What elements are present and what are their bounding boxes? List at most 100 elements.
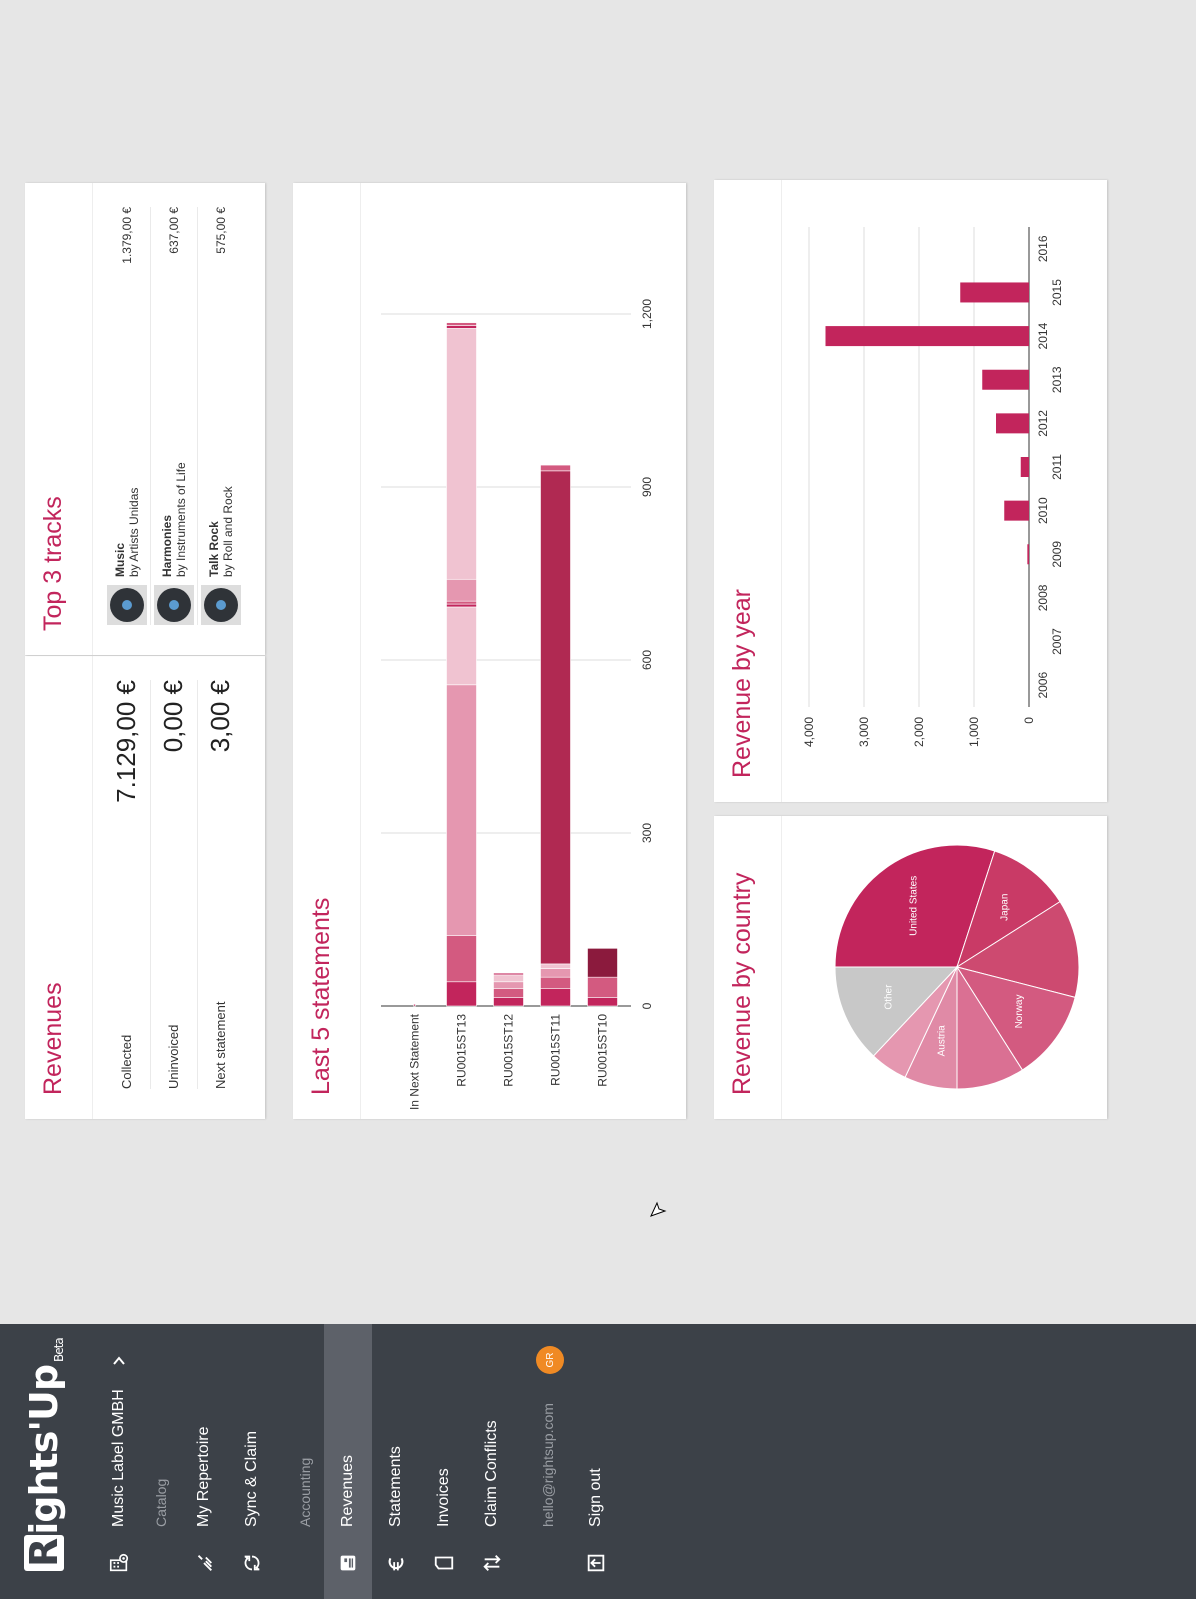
year-bar[interactable] xyxy=(996,413,1029,434)
revenue-row-uninvoiced: Uninvoiced 0,00 € xyxy=(150,680,198,1089)
year-bar[interactable] xyxy=(1004,500,1029,521)
bar-segment[interactable] xyxy=(493,972,524,976)
revenues-icon xyxy=(337,1527,359,1599)
sidebar-item-statements[interactable]: Statements xyxy=(372,1324,420,1599)
track-artist: by Roll and Rock xyxy=(220,486,235,577)
y-tick-label: 4,000 xyxy=(802,717,816,747)
pie-slice[interactable] xyxy=(956,850,1061,969)
bar-segment[interactable] xyxy=(493,974,524,983)
cursor-icon xyxy=(650,1201,667,1217)
track-amount: 1.379,00 € xyxy=(119,207,134,264)
bar-segment[interactable] xyxy=(540,976,571,989)
year-title: Revenue by year xyxy=(714,180,782,802)
sign-out-label: Sign out xyxy=(587,1468,604,1527)
bar-segment[interactable] xyxy=(446,935,477,983)
year-bar[interactable] xyxy=(1020,457,1029,477)
sidebar-item-label: Invoices xyxy=(435,1468,452,1527)
sidebar-item-label: Sync & Claim xyxy=(243,1430,260,1527)
pie-slice[interactable] xyxy=(955,900,1080,998)
pie-label: Japan xyxy=(999,894,1010,921)
track-artist: by Instruments of Life xyxy=(173,462,188,577)
vinyl-record-icon xyxy=(200,585,241,625)
section-accounting: Accounting xyxy=(297,1457,313,1527)
y-tick-label: 3,000 xyxy=(857,717,871,747)
bar-segment[interactable] xyxy=(587,976,618,998)
year-bar[interactable] xyxy=(1027,544,1030,565)
bar-segment[interactable] xyxy=(587,997,618,1007)
sidebar-item-my-repertoire[interactable]: My Repertoire xyxy=(180,1324,228,1599)
last-statements-title: Last 5 statements xyxy=(293,183,361,1119)
year-bar[interactable] xyxy=(960,282,1029,303)
bar-segment[interactable] xyxy=(540,988,571,1007)
track-amount: 575,00 € xyxy=(213,207,228,254)
bar-segment[interactable] xyxy=(493,988,524,998)
bar-segment[interactable] xyxy=(446,684,477,936)
rightsup-logo[interactable]: Rights'UpBeta xyxy=(22,1338,66,1571)
bar-segment[interactable] xyxy=(446,325,477,329)
bar-segment[interactable] xyxy=(540,968,571,978)
x-tick-label: 2009 xyxy=(1050,541,1064,568)
sign-out-button[interactable]: Sign out xyxy=(572,1324,620,1599)
pie-slice[interactable] xyxy=(834,966,959,1057)
revenues-title: Revenues xyxy=(25,656,93,1119)
track-row[interactable]: Harmonies by Instruments of Life 637,00 € xyxy=(150,207,198,625)
revenue-row-next-statement: Next statement 3,00 € xyxy=(197,680,244,1089)
sidebar-item-revenues[interactable]: Revenues xyxy=(324,1324,372,1599)
bar-segment[interactable] xyxy=(446,981,477,1007)
x-tick-label: 900 xyxy=(640,477,654,497)
sync-icon xyxy=(241,1527,263,1599)
bar-segment[interactable] xyxy=(446,322,477,326)
y-tick-label: 2,000 xyxy=(912,717,926,747)
year-card: Revenue by year 0 1,000 2,000 3,000 4,000 200… xyxy=(714,180,1107,802)
year-bar[interactable] xyxy=(825,326,1030,347)
section-catalog: Catalog xyxy=(153,1478,169,1527)
bar-segment[interactable] xyxy=(446,328,477,580)
year-bar-chart: 0 1,000 2,000 3,000 4,000 2006 2007 2008 2009 201… xyxy=(802,227,1064,747)
bar-segment[interactable] xyxy=(446,600,477,605)
x-tick-label: 2008 xyxy=(1036,584,1050,611)
revenue-label: Next statement xyxy=(213,1001,228,1089)
bar-segment[interactable] xyxy=(446,603,477,608)
bar-segment[interactable] xyxy=(540,963,571,969)
chevron-right-icon[interactable] xyxy=(95,1354,143,1368)
year-bar[interactable] xyxy=(982,369,1029,390)
track-name: Music xyxy=(112,542,127,577)
last-statements-card: Last 5 statements 0 300 600 900 1,200 In Next… xyxy=(293,183,686,1119)
country-card: Revenue by country United States Japan Nor… xyxy=(714,816,1107,1119)
track-row[interactable]: Talk Rock by Roll and Rock 575,00 € xyxy=(197,207,244,625)
pie-label: Austria xyxy=(936,1025,947,1057)
y-tick-label: 1,000 xyxy=(967,717,981,747)
sidebar: Rights'UpBeta Music Label GMBH Catalog M… xyxy=(0,1324,1196,1599)
avatar[interactable]: GR xyxy=(536,1346,564,1374)
bar-segment[interactable] xyxy=(413,1003,416,1007)
sidebar-item-invoices[interactable]: Invoices xyxy=(420,1324,468,1599)
pie-slice[interactable] xyxy=(955,966,1076,1071)
bar-segment[interactable] xyxy=(587,948,618,978)
sidebar-item-label: Revenues xyxy=(339,1454,356,1527)
bar-segment[interactable] xyxy=(493,981,524,989)
x-tick-label: 300 xyxy=(640,823,654,843)
track-amount: 637,00 € xyxy=(166,207,181,254)
org-switcher[interactable]: Music Label GMBH xyxy=(95,1324,143,1599)
statements-chart: 0 300 600 900 1,200 In Next Statement RU0015ST… xyxy=(381,299,654,1110)
pie-label: United States xyxy=(909,876,920,936)
sidebar-item-label: Claim Conflicts xyxy=(483,1420,500,1527)
bar-segment[interactable] xyxy=(446,606,477,686)
category-label: RU0015ST13 xyxy=(455,1014,469,1087)
bar-segment[interactable] xyxy=(493,997,524,1007)
x-tick-label: 2011 xyxy=(1050,454,1064,480)
bar-segment[interactable] xyxy=(540,464,571,472)
category-label: RU0015ST12 xyxy=(502,1014,516,1087)
sidebar-item-claim-conflicts[interactable]: Claim Conflicts xyxy=(468,1324,516,1599)
track-row[interactable]: Music by Artists Unidas 1.379,00 € xyxy=(103,207,151,625)
sidebar-item-sync-claim[interactable]: Sync & Claim xyxy=(228,1324,276,1599)
beta-badge: Beta xyxy=(52,1338,66,1362)
category-label: RU0015ST11 xyxy=(549,1014,563,1086)
revenue-row-collected: Collected 7.129,00 € xyxy=(103,680,151,1089)
sidebar-item-label: Statements xyxy=(387,1446,404,1527)
pie-slice[interactable] xyxy=(834,844,996,968)
bar-segment[interactable] xyxy=(540,470,571,965)
bar-segment[interactable] xyxy=(446,578,477,602)
revenue-label: Collected xyxy=(119,1034,134,1089)
invoice-icon xyxy=(433,1527,455,1599)
